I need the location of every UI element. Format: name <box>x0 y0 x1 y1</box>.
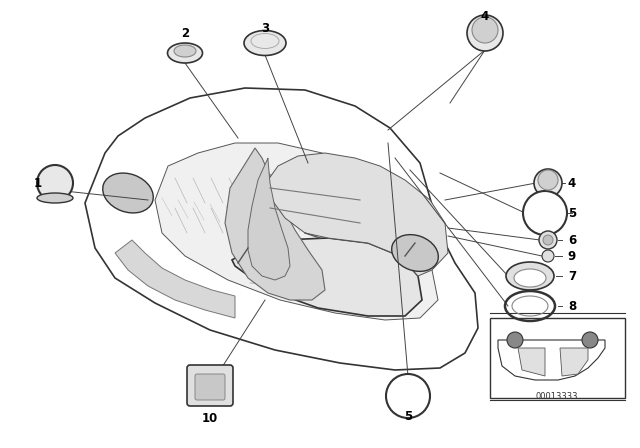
Text: 6: 6 <box>568 233 576 246</box>
Text: 5: 5 <box>404 409 412 422</box>
Circle shape <box>507 332 523 348</box>
Ellipse shape <box>514 269 546 287</box>
Text: 10: 10 <box>202 412 218 425</box>
Text: 7: 7 <box>568 270 576 283</box>
Polygon shape <box>155 143 438 320</box>
Polygon shape <box>232 238 422 316</box>
Ellipse shape <box>244 30 286 56</box>
Bar <box>490 318 625 398</box>
Circle shape <box>467 15 503 51</box>
Circle shape <box>37 165 73 201</box>
Circle shape <box>538 170 558 190</box>
Ellipse shape <box>174 45 196 57</box>
Circle shape <box>472 17 498 43</box>
Ellipse shape <box>102 173 154 213</box>
Polygon shape <box>498 340 605 380</box>
Polygon shape <box>248 158 290 280</box>
Polygon shape <box>518 348 545 376</box>
Polygon shape <box>225 148 325 300</box>
Ellipse shape <box>506 262 554 290</box>
Text: 3: 3 <box>261 22 269 34</box>
Text: 00013333: 00013333 <box>536 392 579 401</box>
Circle shape <box>542 250 554 262</box>
FancyBboxPatch shape <box>195 374 225 400</box>
Ellipse shape <box>168 43 202 63</box>
Text: 4: 4 <box>481 9 489 22</box>
Polygon shape <box>268 153 448 276</box>
Text: 5: 5 <box>568 207 576 220</box>
Text: 1: 1 <box>34 177 42 190</box>
Circle shape <box>534 169 562 197</box>
Polygon shape <box>115 240 235 318</box>
Circle shape <box>543 235 553 245</box>
Text: 2: 2 <box>181 26 189 39</box>
Circle shape <box>582 332 598 348</box>
Ellipse shape <box>392 235 438 271</box>
Text: 4: 4 <box>568 177 576 190</box>
Text: 9: 9 <box>568 250 576 263</box>
FancyBboxPatch shape <box>187 365 233 406</box>
Circle shape <box>523 191 567 235</box>
Polygon shape <box>560 348 588 376</box>
Ellipse shape <box>37 193 73 203</box>
Circle shape <box>539 231 557 249</box>
Circle shape <box>386 374 430 418</box>
Text: 8: 8 <box>568 300 576 313</box>
